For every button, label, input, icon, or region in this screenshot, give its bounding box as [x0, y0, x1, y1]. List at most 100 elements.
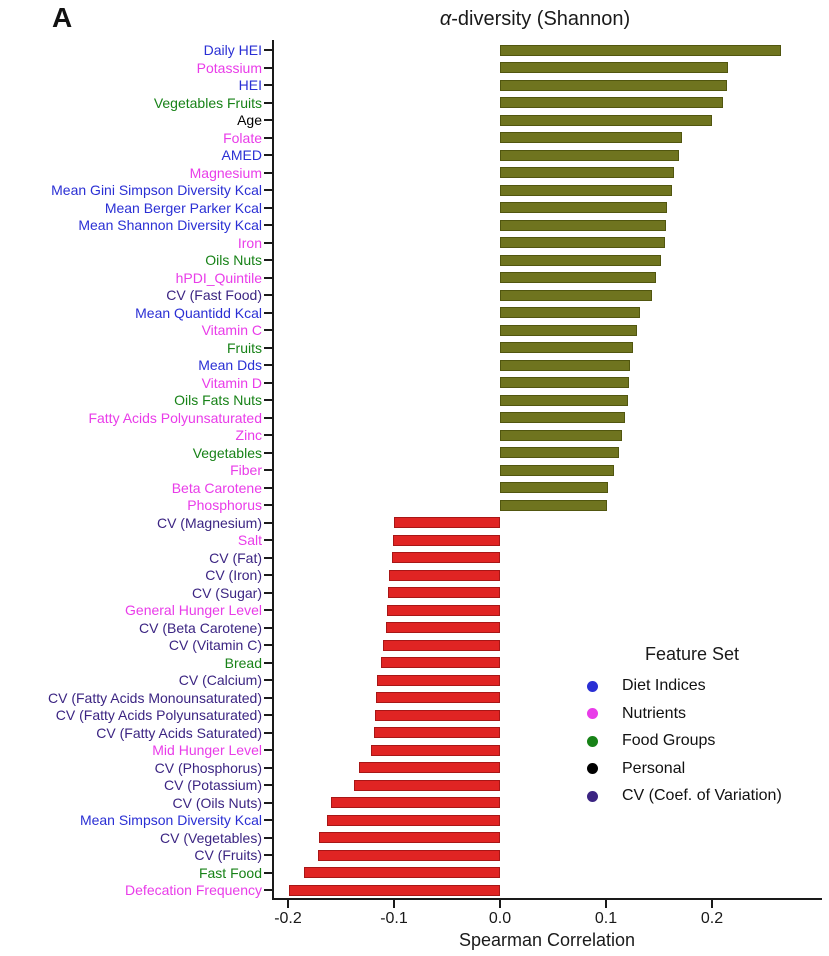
bar: [500, 324, 637, 336]
y-axis-label: Mean Gini Simpson Diversity Kcal: [51, 182, 262, 199]
legend-dot-diet: [587, 680, 598, 692]
y-axis-tick: [264, 836, 272, 839]
bar: [353, 779, 500, 791]
y-axis-label: CV (Vegetables): [160, 829, 262, 846]
y-axis-label: Mean Berger Parker Kcal: [104, 199, 262, 216]
y-axis-line: [272, 40, 274, 900]
x-axis-tick-label: 0.2: [700, 910, 724, 927]
bar: [500, 377, 630, 389]
bar: [375, 692, 500, 704]
y-axis-label: General Hunger Level: [125, 602, 262, 619]
y-axis-label: CV (Fast Food): [166, 287, 262, 304]
y-axis-tick: [264, 819, 272, 822]
y-axis-label: Vitamin D: [201, 374, 262, 391]
y-axis-label: Zinc: [235, 427, 262, 444]
y-axis-tick: [264, 556, 272, 559]
bar: [500, 464, 615, 476]
y-axis-label: Phosphorus: [187, 497, 262, 514]
bar: [500, 149, 680, 161]
y-axis-label: Mid Hunger Level: [152, 742, 262, 759]
y-axis-tick: [264, 154, 272, 157]
bar: [500, 44, 781, 56]
bar: [500, 62, 728, 73]
y-axis-tick: [264, 49, 272, 51]
bar: [500, 219, 667, 231]
x-axis-line: [272, 898, 822, 900]
bar: [500, 272, 656, 284]
x-axis-tick-label: -0.2: [274, 910, 302, 927]
bar: [391, 552, 500, 564]
bar: [500, 184, 672, 196]
y-axis-label: Mean Quantidd Kcal: [135, 304, 262, 321]
y-axis-label: CV (Beta Carotene): [139, 619, 262, 636]
y-axis-label: Daily HEI: [203, 42, 262, 58]
y-axis-label: HEI: [238, 77, 262, 94]
y-axis-tick: [264, 434, 272, 437]
x-axis-title: Spearman Correlation: [458, 930, 636, 950]
bar: [303, 867, 500, 879]
y-axis-tick: [264, 241, 272, 244]
legend-item-label: Diet Indices: [622, 677, 706, 694]
bar: [317, 849, 500, 861]
y-axis-tick: [264, 766, 272, 769]
y-axis-tick: [264, 294, 272, 297]
y-axis-label: Fatty Acids Polyunsaturated: [88, 409, 262, 426]
y-axis-label: Age: [237, 112, 262, 129]
legend-dot-personal: [587, 763, 598, 775]
y-axis-label: Mean Dds: [198, 357, 262, 374]
y-axis-tick: [264, 854, 272, 857]
y-axis-tick: [264, 504, 272, 507]
bar: [387, 587, 500, 599]
bar: [500, 429, 622, 441]
x-axis-tick: [393, 900, 395, 908]
chart-title: α-diversity (Shannon): [295, 8, 775, 31]
y-axis-tick: [264, 399, 272, 402]
bar: [331, 797, 500, 809]
y-axis-label: CV (Sugar): [191, 584, 262, 601]
y-axis-tick: [264, 889, 272, 892]
bar: [373, 727, 500, 739]
y-axis-label: Oils Fats Nuts: [174, 392, 262, 409]
y-axis-tick: [264, 276, 272, 279]
bar: [500, 254, 662, 266]
x-axis-tick-label: 0.0: [488, 910, 512, 927]
y-axis-label: Mean Simpson Diversity Kcal: [79, 812, 262, 829]
legend-dot-nutrient: [587, 708, 598, 720]
bar: [500, 394, 629, 406]
bar: [385, 622, 500, 634]
y-axis-tick: [264, 679, 272, 682]
bar: [500, 132, 683, 144]
x-axis-tick: [605, 900, 607, 908]
y-axis-tick: [264, 311, 272, 314]
y-axis-tick: [264, 189, 272, 192]
y-axis-label: AMED: [221, 147, 262, 164]
bar: [289, 884, 500, 896]
y-axis-tick: [264, 609, 272, 612]
bar: [500, 237, 666, 249]
y-axis-tick: [264, 451, 272, 454]
y-axis-label: Fruits: [227, 339, 262, 356]
y-axis-label: CV (Fatty Acids Polyunsaturated): [55, 707, 262, 724]
y-axis-label: CV (Oils Nuts): [172, 794, 262, 811]
y-axis-tick: [264, 329, 272, 332]
bar: [500, 342, 633, 354]
y-axis-label: CV (Fruits): [194, 847, 262, 864]
y-axis-label: Mean Shannon Diversity Kcal: [78, 217, 262, 234]
bar: [394, 517, 500, 529]
panel-label: A: [52, 2, 73, 33]
legend-item-label: CV (Coef. of Variation): [622, 787, 782, 805]
bar: [500, 289, 652, 301]
chart-title-text: -diversity (Shannon): [451, 8, 631, 30]
legend-item-label: Nutrients: [622, 704, 687, 722]
y-axis-tick: [264, 591, 272, 594]
y-axis-tick: [264, 66, 272, 69]
y-axis-label: CV (Magnesium): [156, 514, 262, 531]
y-axis-tick: [264, 136, 272, 139]
y-axis-label: Beta Carotene: [171, 479, 262, 496]
y-axis-tick: [264, 346, 272, 349]
bar: [500, 79, 727, 91]
y-axis-tick: [264, 644, 272, 647]
bar: [500, 482, 609, 494]
y-axis-tick: [264, 731, 272, 734]
